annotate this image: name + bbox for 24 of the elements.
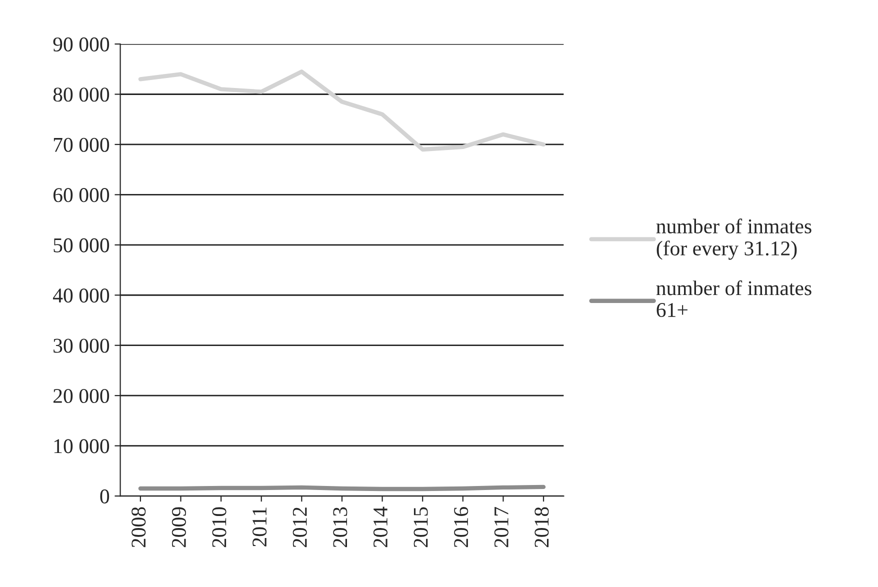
x-tick-label: 2015 (414, 507, 428, 548)
y-tick-label: 50 000 (54, 238, 110, 252)
x-tick-label: 2012 (292, 508, 307, 548)
y-tick-label: 90 000 (53, 37, 110, 52)
y-tick-label: 0 (100, 489, 110, 504)
y-tick-label: 20 000 (53, 388, 110, 404)
y-tick-label: 30 000 (54, 338, 110, 353)
legend-label: number of inmates 61+ (656, 280, 812, 318)
x-tick-label: 2014 (373, 506, 388, 548)
y-tick-label: 70 000 (54, 138, 110, 152)
y-tick-label: 40 000 (52, 288, 110, 303)
x-tick-label: 2011 (252, 508, 267, 546)
line-series (138, 70, 546, 152)
x-tick-label: 2018 (534, 507, 549, 548)
y-tick-label: 10 000 (54, 439, 110, 454)
x-tick-label: 2009 (172, 507, 186, 548)
x-tick-label: 2013 (333, 507, 348, 548)
x-tick-label: 2016 (454, 507, 468, 548)
x-tick-label: 2008 (132, 507, 146, 548)
x-tick-label: 2010 (212, 507, 226, 548)
x-tick-label: 2017 (494, 507, 508, 548)
y-tick-label: 80 000 (53, 88, 110, 102)
legend-label: number of inmates (for every 31.12) (656, 218, 812, 260)
y-tick-label: 60 000 (53, 188, 110, 202)
